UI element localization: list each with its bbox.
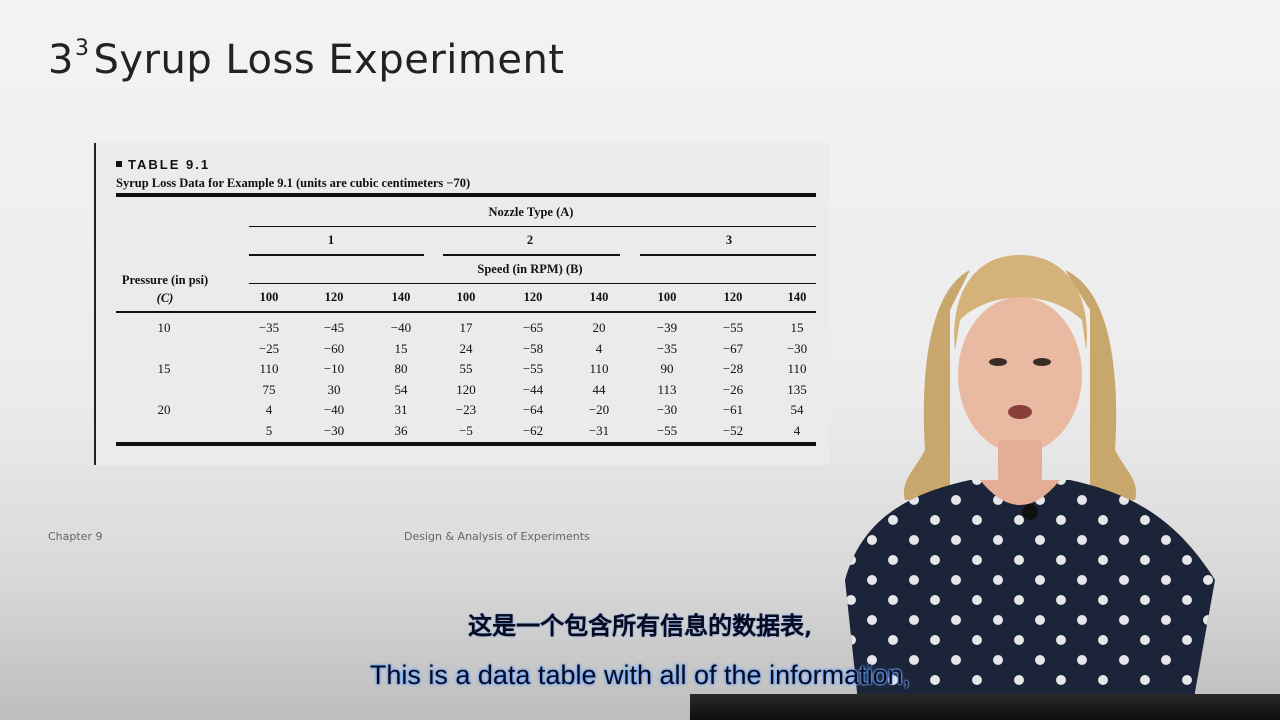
nozzle-rule (249, 226, 816, 227)
slide-title: 33 Syrup Loss Experiment (48, 36, 564, 83)
nozzle-3-rule (640, 254, 816, 256)
table-cell: −26 (722, 381, 744, 397)
table-cell: 5 (265, 422, 273, 438)
speed-header-cell: 120 (723, 290, 743, 304)
table-cell: −45 (323, 320, 345, 335)
pressure-header: Pressure (in psi) (C) (122, 271, 208, 307)
table-cell: 4 (595, 340, 603, 356)
speed-header-cell: 140 (589, 290, 609, 304)
nozzle-type-1: 1 (327, 233, 335, 247)
table-cell: −40 (390, 320, 412, 335)
table-cell: −25 (258, 340, 280, 356)
table-cell: 15 (790, 320, 804, 335)
table-cell: −64 (522, 402, 544, 417)
pressure-header-line1: Pressure (in psi) (121, 273, 209, 287)
pressure-cell: 15 (157, 361, 171, 376)
table-cell: 54 (394, 381, 408, 397)
table-cell: −35 (656, 340, 678, 356)
pressure-header-line2: (C) (156, 291, 174, 305)
nozzle-type-header: Nozzle Type (A) (488, 205, 574, 219)
table-cell: −10 (323, 361, 345, 376)
table-cell: −30 (786, 340, 808, 356)
table-cell: 36 (394, 422, 408, 438)
table-cell: 75 (262, 381, 276, 397)
speed-header-cell: 140 (787, 290, 807, 304)
speed-header-cell: 120 (324, 290, 344, 304)
table-cell: −31 (588, 422, 610, 438)
table-cell: 20 (592, 320, 606, 335)
nozzle-1-rule (249, 254, 424, 256)
table-cell: −5 (459, 422, 473, 438)
table-cell: 17 (459, 320, 473, 335)
table-cell: −55 (522, 361, 544, 376)
table-cell: 4 (793, 422, 801, 438)
table-cell: −61 (722, 402, 744, 417)
speed-header-cell: 100 (456, 290, 476, 304)
speed-rule (249, 283, 816, 284)
bottom-rule (116, 442, 816, 446)
table-cell: 113 (657, 381, 677, 397)
table-cell: 120 (456, 381, 476, 397)
table-cell: −55 (656, 422, 678, 438)
table-cell: 30 (327, 381, 341, 397)
footer-course: Design & Analysis of Experiments (404, 530, 590, 543)
speed-header-cell: 120 (523, 290, 543, 304)
presenter-video (845, 255, 1215, 720)
table-cell: 135 (787, 381, 807, 397)
nozzle-2-rule (443, 254, 620, 256)
table-cell: −20 (588, 402, 610, 417)
table-cell: −65 (522, 320, 544, 335)
title-superscript: 3 (74, 36, 90, 61)
table-cell: −30 (656, 402, 678, 417)
table-cell: 90 (660, 361, 674, 376)
header-bottom-rule (116, 311, 816, 313)
table-cell: −58 (522, 340, 544, 356)
table-cell: −40 (323, 402, 345, 417)
table-cell: −60 (323, 340, 345, 356)
data-table: TABLE 9.1 Syrup Loss Data for Example 9.… (94, 143, 829, 465)
speed-header-cell: 140 (391, 290, 411, 304)
speed-header-cell: 100 (259, 290, 279, 304)
table-cell: −28 (722, 361, 744, 376)
podium (690, 694, 1280, 720)
table-label: TABLE 9.1 (116, 157, 210, 172)
speed-header-cell: 100 (657, 290, 677, 304)
table-cell: −39 (656, 320, 678, 335)
pressure-cell: 10 (157, 320, 171, 335)
subtitle-english: This is a data table with all of the inf… (369, 660, 911, 690)
table-cell: 4 (265, 402, 273, 417)
table-cell: 44 (592, 381, 606, 397)
table-cell: 80 (394, 361, 408, 376)
table-cell: −23 (455, 402, 477, 417)
table-cell: −62 (522, 422, 544, 438)
table-cell: 15 (394, 340, 408, 356)
speed-header: Speed (in RPM) (B) (477, 262, 583, 276)
pressure-cell: 20 (157, 402, 171, 417)
nozzle-type-2: 2 (526, 233, 534, 247)
table-cell: −55 (722, 320, 744, 335)
table-cell: 110 (589, 361, 609, 376)
top-rule (116, 193, 816, 197)
table-cell: −30 (323, 422, 345, 438)
table-cell: 110 (787, 361, 807, 376)
subtitle-chinese: 这是一个包含所有信息的数据表, (468, 612, 813, 641)
nozzle-type-3: 3 (725, 233, 733, 247)
table-label-text: TABLE 9.1 (128, 157, 211, 172)
table-cell: 55 (459, 361, 473, 376)
table-cell: −67 (722, 340, 744, 356)
table-caption: Syrup Loss Data for Example 9.1 (units a… (116, 176, 471, 190)
table-cell: −44 (522, 381, 544, 397)
footer-chapter: Chapter 9 (48, 530, 103, 543)
table-cell: 31 (394, 402, 408, 417)
title-base: 3 (48, 37, 74, 83)
table-cell: 24 (459, 340, 473, 356)
table-cell: 54 (790, 402, 804, 417)
table-cell: −52 (722, 422, 744, 438)
table-cell: 110 (259, 361, 279, 376)
table-cell: −35 (258, 320, 280, 335)
title-rest: Syrup Loss Experiment (93, 37, 565, 83)
